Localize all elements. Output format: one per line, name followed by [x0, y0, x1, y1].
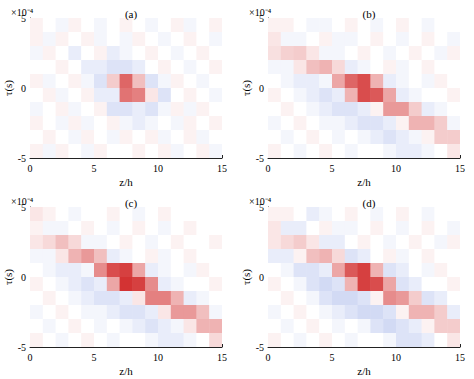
svg-text:0: 0 — [266, 163, 271, 174]
svg-text:15: 15 — [217, 352, 227, 363]
svg-text:0: 0 — [266, 352, 271, 363]
svg-text:-5: -5 — [18, 342, 26, 353]
svg-text:z/h: z/h — [119, 365, 133, 377]
svg-text:10: 10 — [153, 352, 163, 363]
svg-text:τ(s): τ(s) — [240, 269, 253, 285]
svg-text:×10⁻⁴: ×10⁻⁴ — [249, 196, 272, 207]
svg-text:15: 15 — [455, 352, 465, 363]
svg-text:-5: -5 — [256, 342, 264, 353]
svg-text:5: 5 — [21, 12, 26, 24]
svg-text:15: 15 — [455, 163, 465, 174]
svg-text:(a): (a) — [125, 8, 138, 21]
svg-text:5: 5 — [92, 352, 97, 363]
svg-text:5: 5 — [330, 352, 335, 363]
svg-text:5: 5 — [330, 163, 335, 174]
svg-text:-5: -5 — [256, 153, 264, 164]
svg-text:(d): (d) — [363, 197, 376, 210]
svg-text:(b): (b) — [363, 8, 376, 21]
svg-text:15: 15 — [217, 163, 227, 174]
svg-text:5: 5 — [92, 163, 97, 174]
svg-text:z/h: z/h — [119, 176, 133, 188]
svg-text:0: 0 — [28, 163, 33, 174]
svg-text:τ(s): τ(s) — [2, 269, 15, 285]
svg-text:-5: -5 — [18, 153, 26, 164]
svg-text:(c): (c) — [125, 197, 138, 210]
svg-text:10: 10 — [391, 163, 401, 174]
svg-text:5: 5 — [259, 201, 264, 213]
svg-text:0: 0 — [259, 83, 264, 94]
svg-text:τ(s): τ(s) — [240, 80, 253, 96]
svg-text:0: 0 — [21, 272, 26, 283]
svg-text:×10⁻⁴: ×10⁻⁴ — [11, 196, 34, 207]
svg-text:z/h: z/h — [357, 365, 371, 377]
svg-text:τ(s): τ(s) — [2, 80, 15, 96]
svg-text:0: 0 — [28, 352, 33, 363]
svg-text:10: 10 — [391, 352, 401, 363]
svg-text:z/h: z/h — [357, 176, 371, 188]
svg-text:×10⁻⁴: ×10⁻⁴ — [249, 7, 272, 18]
svg-text:×10⁻⁴: ×10⁻⁴ — [11, 7, 34, 18]
svg-text:10: 10 — [153, 163, 163, 174]
svg-text:0: 0 — [21, 83, 26, 94]
svg-text:0: 0 — [259, 272, 264, 283]
svg-text:5: 5 — [259, 12, 264, 24]
svg-text:5: 5 — [21, 201, 26, 213]
